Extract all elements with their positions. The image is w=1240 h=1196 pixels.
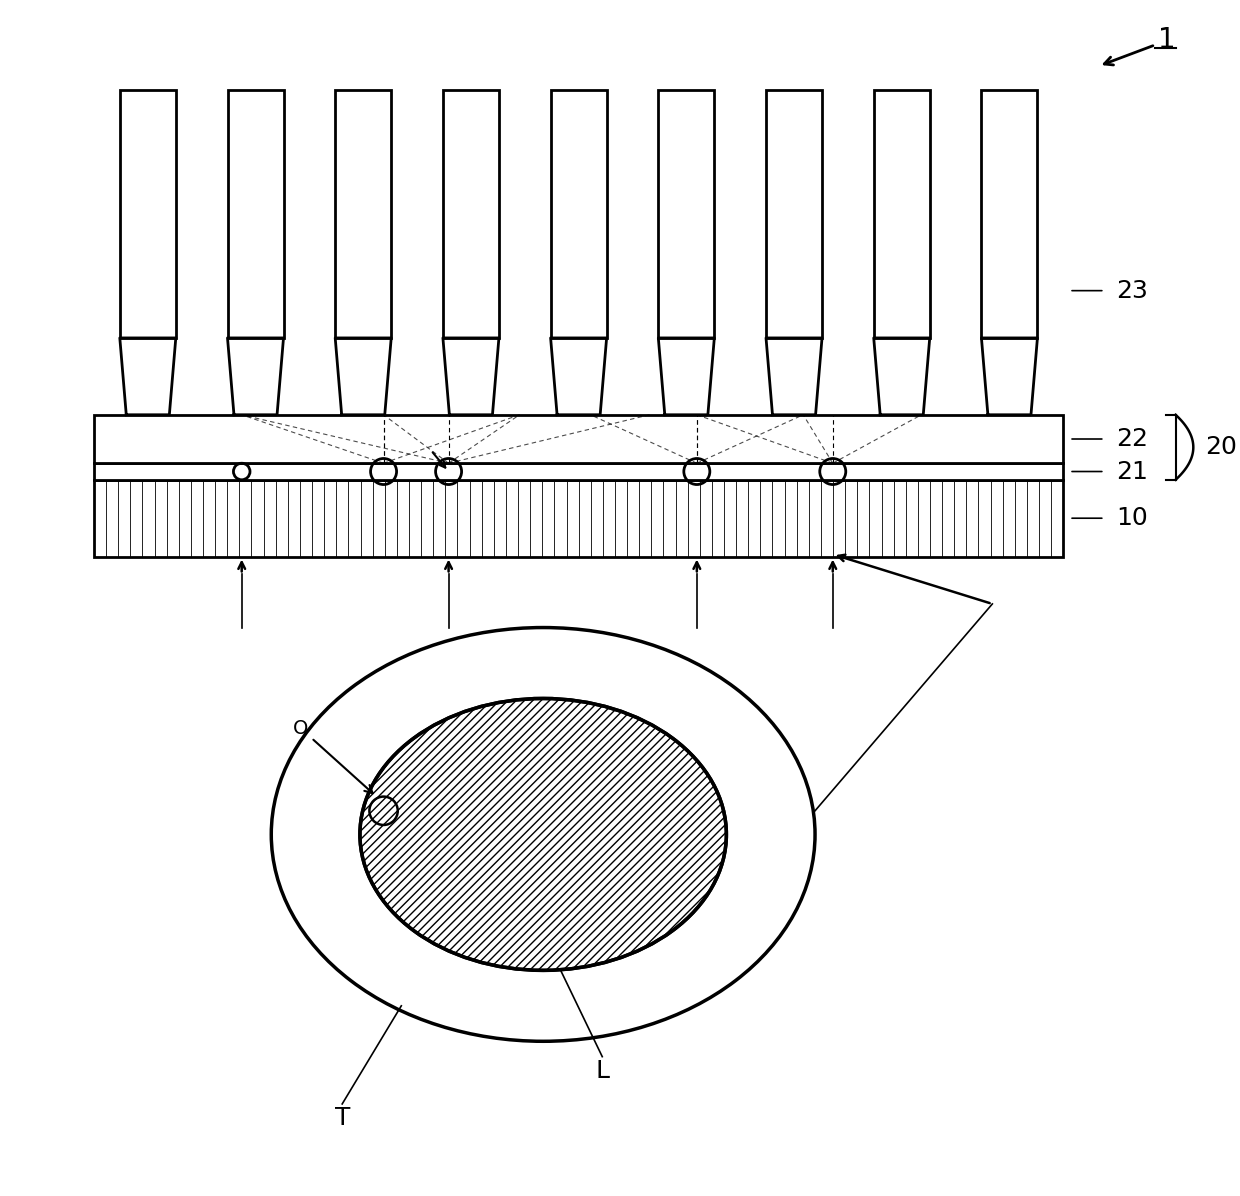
Text: L: L bbox=[595, 1058, 609, 1084]
Bar bbox=[94, 463, 1063, 480]
Text: 22: 22 bbox=[1116, 427, 1148, 451]
Text: O: O bbox=[293, 719, 373, 793]
Polygon shape bbox=[120, 338, 176, 415]
Polygon shape bbox=[227, 338, 284, 415]
Bar bbox=[874, 90, 930, 338]
Bar bbox=[94, 480, 1063, 556]
Text: 23: 23 bbox=[1116, 279, 1148, 303]
Bar bbox=[443, 90, 498, 338]
Polygon shape bbox=[658, 338, 714, 415]
Polygon shape bbox=[551, 338, 606, 415]
Bar bbox=[94, 415, 1063, 463]
Text: 21: 21 bbox=[1116, 459, 1148, 483]
Text: 10: 10 bbox=[1116, 506, 1148, 530]
Bar bbox=[766, 90, 822, 338]
Ellipse shape bbox=[360, 698, 727, 970]
Bar bbox=[981, 90, 1038, 338]
Polygon shape bbox=[981, 338, 1038, 415]
Text: 20: 20 bbox=[1205, 435, 1238, 459]
Bar bbox=[120, 90, 176, 338]
Polygon shape bbox=[335, 338, 391, 415]
Polygon shape bbox=[443, 338, 498, 415]
Bar bbox=[658, 90, 714, 338]
Polygon shape bbox=[766, 338, 822, 415]
Polygon shape bbox=[874, 338, 930, 415]
Bar bbox=[227, 90, 284, 338]
Text: T: T bbox=[335, 1106, 350, 1130]
Text: 1: 1 bbox=[1158, 26, 1176, 54]
Bar bbox=[335, 90, 391, 338]
Bar bbox=[551, 90, 606, 338]
